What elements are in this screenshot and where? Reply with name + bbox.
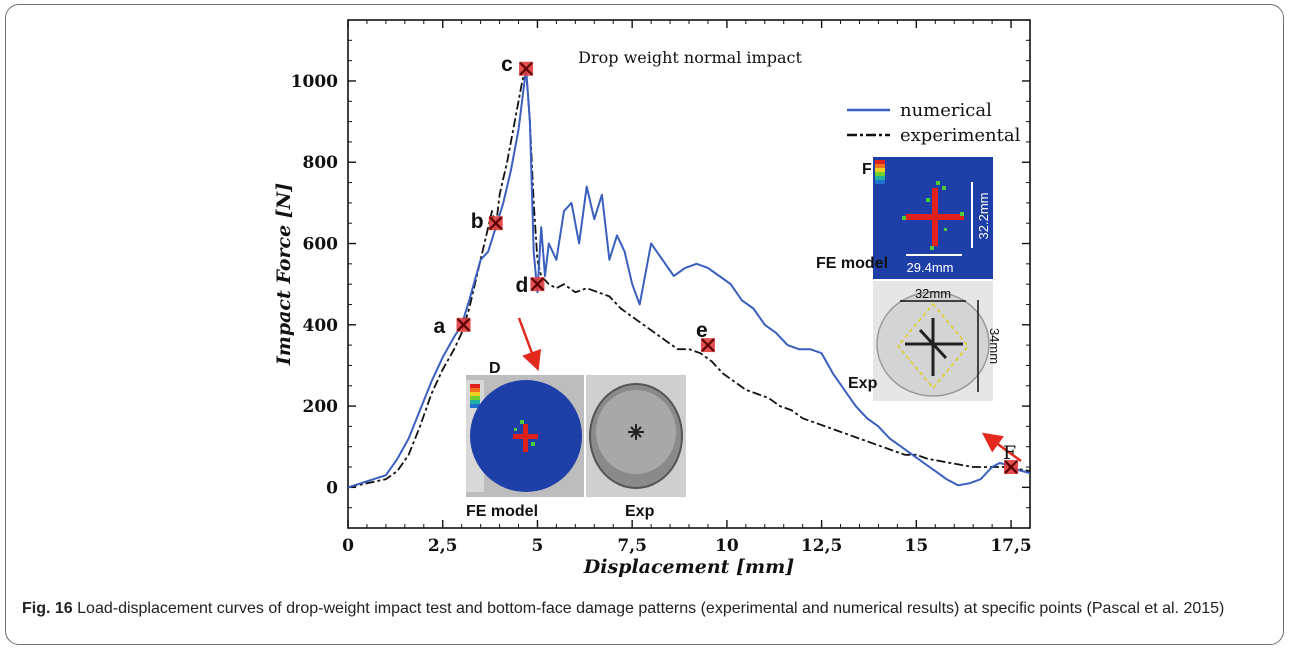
caption-label: Fig. 16 (22, 600, 73, 617)
dim-text-vertical-exp: 34mm (987, 328, 1002, 364)
marker-d (530, 277, 545, 292)
y-tick-label: 600 (303, 235, 339, 255)
x-tick-label: 15 (904, 536, 928, 556)
x-axis-title: Displacement [mm] (583, 556, 794, 578)
x-tick-label: 2,5 (428, 536, 458, 556)
series-line-numerical (348, 67, 1030, 489)
series-layer (348, 67, 1030, 489)
x-tick-label: 17,5 (990, 536, 1031, 556)
y-tick-label: 0 (326, 478, 338, 498)
axes: 0 2,5 5 7,5 10 12,5 15 17,5 0 200 400 600 800 1000 (291, 20, 1032, 556)
figure-caption: Fig. 16 Load-displacement curves of drop… (22, 598, 1272, 620)
arrow-d-to-inset (517, 317, 542, 372)
marker-label-e: e (696, 319, 708, 342)
marker-label-d: d (515, 274, 528, 297)
inset-d-fe-label: FE model (466, 503, 538, 520)
inset-f-exp-label: Exp (848, 375, 878, 392)
marker-label-b: b (471, 210, 484, 233)
x-tick-label: 0 (342, 536, 354, 556)
inset-right: 32.2mm 29.4mm 32mm 34mm F FE model Exp (816, 157, 1002, 401)
inset-d-label: D (489, 360, 501, 377)
marker-label-a: a (434, 315, 446, 338)
fe-damage-cross-d (513, 420, 538, 452)
arrow-f-to-inset (981, 432, 1022, 463)
inset-f-label: F (862, 161, 872, 178)
y-axis-title: Impact Force [N] (273, 183, 295, 366)
marker-F (1004, 460, 1019, 475)
inset-f-fe-label: FE model (816, 255, 888, 272)
dim-text-horizontal-fe: 29.4mm (907, 260, 954, 275)
caption-text: Load-displacement curves of drop-weight … (77, 600, 1225, 617)
x-tick-label: 5 (532, 536, 544, 556)
legend-label-numerical: numerical (900, 100, 992, 121)
dim-text-horizontal-exp: 32mm (915, 286, 951, 301)
chart: 0 2,5 5 7,5 10 12,5 15 17,5 0 200 400 600 800 1000 Dr… (273, 19, 1032, 578)
y-tick-label: 1000 (291, 72, 338, 92)
series-line-experimental (348, 67, 1030, 489)
inset-left: D FE model Exp (466, 360, 686, 520)
y-tick-label: 200 (303, 397, 339, 417)
marker-a (456, 317, 471, 332)
marker-e (700, 338, 715, 353)
marker-label-c: c (501, 53, 513, 76)
x-tick-label: 10 (715, 536, 739, 556)
marker-layer: a b c d e F (434, 53, 1019, 475)
marker-c (519, 61, 534, 76)
inset-d-exp-label: Exp (625, 503, 655, 520)
legend-label-experimental: experimental (900, 125, 1021, 146)
legend: numerical experimental (847, 100, 1021, 146)
y-tick-label: 400 (303, 316, 339, 336)
x-tick-label: 12,5 (801, 536, 842, 556)
fe-damage-cross-f (902, 181, 964, 250)
dim-text-vertical-fe: 32.2mm (976, 193, 991, 240)
marker-b (488, 216, 503, 231)
chart-title: Drop weight normal impact (578, 48, 802, 67)
marker-label-F: F (1003, 442, 1016, 464)
x-tick-label: 7,5 (617, 536, 647, 556)
y-tick-label: 800 (303, 153, 339, 173)
